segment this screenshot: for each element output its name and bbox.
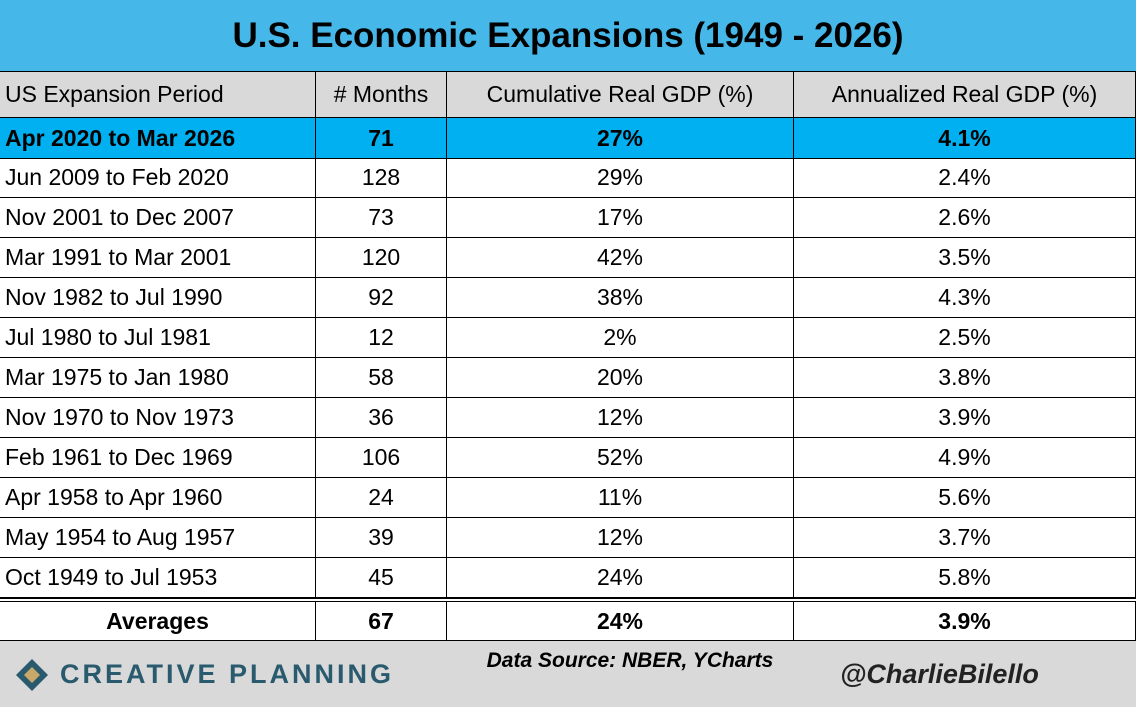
table-cell: May 1954 to Aug 1957	[0, 518, 316, 558]
logo-icon	[16, 659, 48, 691]
footer: CREATIVE PLANNING Data Source: NBER, YCh…	[0, 641, 1136, 707]
table-cell: 2.6%	[794, 198, 1136, 238]
averages-cell: Averages	[0, 602, 316, 641]
table-cell: 20%	[447, 358, 794, 398]
table-cell: 39	[316, 518, 447, 558]
table-cell: 29%	[447, 158, 794, 198]
table-cell: 2%	[447, 318, 794, 358]
table-cell: 2.4%	[794, 158, 1136, 198]
averages-cell: 24%	[447, 602, 794, 641]
table-cell: 3.8%	[794, 358, 1136, 398]
logo-text: CREATIVE PLANNING	[60, 659, 395, 689]
table-cell: Nov 1970 to Nov 1973	[0, 398, 316, 438]
table-cell: Mar 1991 to Mar 2001	[0, 238, 316, 278]
table-cell: Apr 2020 to Mar 2026	[0, 118, 316, 159]
table-cell: Nov 2001 to Dec 2007	[0, 198, 316, 238]
table-cell: 92	[316, 278, 447, 318]
table-cell: 36	[316, 398, 447, 438]
table-cell: Apr 1958 to Apr 1960	[0, 478, 316, 518]
table-cell: 3.5%	[794, 238, 1136, 278]
table-cell: Mar 1975 to Jan 1980	[0, 358, 316, 398]
table-cell: 106	[316, 438, 447, 478]
column-header: Annualized Real GDP (%)	[794, 72, 1136, 118]
table-cell: 3.7%	[794, 518, 1136, 558]
table-cell: Jul 1980 to Jul 1981	[0, 318, 316, 358]
table-cell: 12%	[447, 398, 794, 438]
averages-cell: 3.9%	[794, 602, 1136, 641]
table-cell: 24	[316, 478, 447, 518]
table-cell: Oct 1949 to Jul 1953	[0, 558, 316, 598]
table-cell: 3.9%	[794, 398, 1136, 438]
table-cell: Nov 1982 to Jul 1990	[0, 278, 316, 318]
table-cell: 17%	[447, 198, 794, 238]
table-cell: 4.1%	[794, 118, 1136, 159]
table-cell: 27%	[447, 118, 794, 159]
table-cell: 128	[316, 158, 447, 198]
table-cell: 4.9%	[794, 438, 1136, 478]
table-cell: 38%	[447, 278, 794, 318]
table-cell: 58	[316, 358, 447, 398]
table-cell: 24%	[447, 558, 794, 598]
table-cell: 12	[316, 318, 447, 358]
handle: @CharlieBilello	[840, 659, 1039, 689]
column-header: US Expansion Period	[0, 72, 316, 118]
table-cell: 12%	[447, 518, 794, 558]
table-cell: 5.6%	[794, 478, 1136, 518]
table-cell: 71	[316, 118, 447, 159]
data-source: Data Source: NBER, YCharts	[486, 649, 774, 672]
table-cell: 11%	[447, 478, 794, 518]
title: U.S. Economic Expansions (1949 - 2026)	[0, 0, 1136, 72]
column-header: # Months	[316, 72, 447, 118]
column-header: Cumulative Real GDP (%)	[447, 72, 794, 118]
averages-cell: 67	[316, 602, 447, 641]
table-cell: 45	[316, 558, 447, 598]
table-cell: 4.3%	[794, 278, 1136, 318]
table-cell: 120	[316, 238, 447, 278]
double-rule	[0, 598, 1136, 602]
table-cell: 52%	[447, 438, 794, 478]
table-cell: 2.5%	[794, 318, 1136, 358]
table-cell: Feb 1961 to Dec 1969	[0, 438, 316, 478]
table-cell: Jun 2009 to Feb 2020	[0, 158, 316, 198]
table-cell: 42%	[447, 238, 794, 278]
table-cell: 73	[316, 198, 447, 238]
table-cell: 5.8%	[794, 558, 1136, 598]
